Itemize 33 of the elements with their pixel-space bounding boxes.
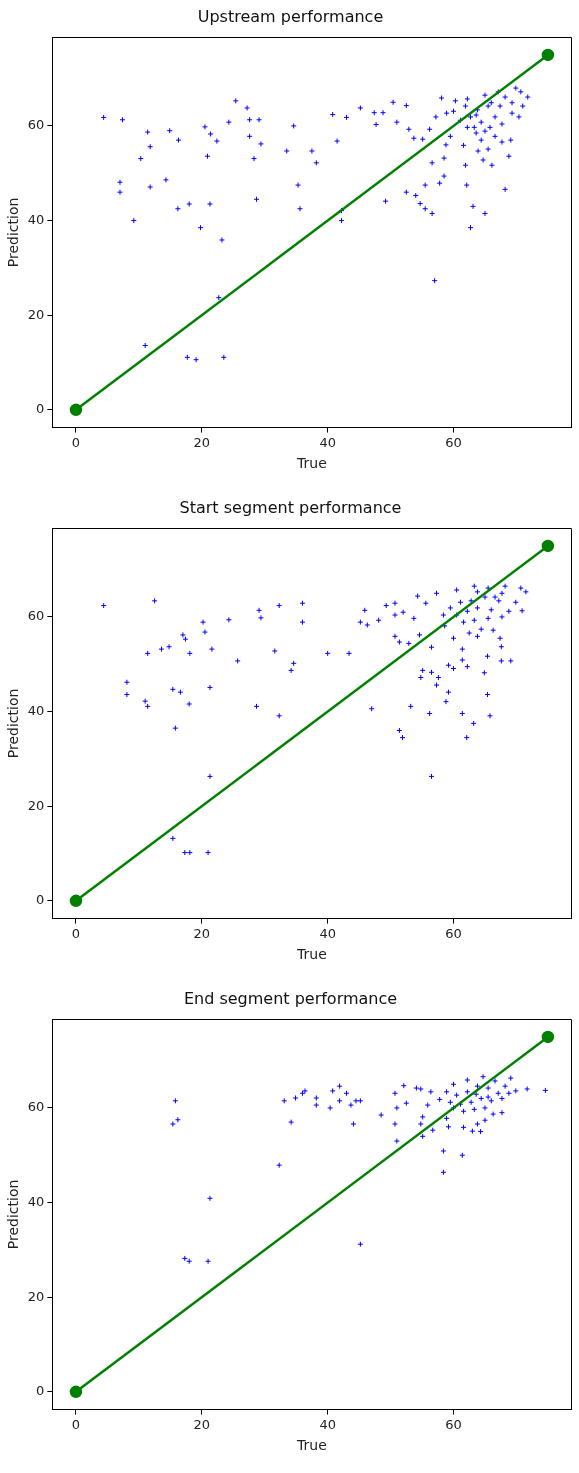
y-tick-label: 40 — [27, 702, 45, 718]
x-tick-label: 60 — [445, 434, 462, 450]
y-tick-label: 0 — [36, 401, 45, 417]
y-axis-title: Prediction — [5, 1179, 22, 1250]
y-tick-label: 60 — [27, 1099, 45, 1115]
x-axis-title: True — [296, 946, 327, 963]
x-axis-title: True — [296, 455, 327, 472]
x-tick-label: 40 — [319, 925, 336, 941]
x-tick-label: 0 — [71, 925, 81, 941]
y-tick-label: 20 — [27, 306, 45, 322]
x-tick-label: 40 — [319, 434, 336, 450]
y-axis-title: Prediction — [5, 197, 22, 268]
y-tick-label: 20 — [27, 1288, 45, 1304]
y-tick-label: 40 — [27, 1193, 45, 1209]
chart-title: Start segment performance — [179, 497, 402, 517]
x-tick-label: 0 — [71, 1416, 81, 1432]
x-tick-label: 20 — [193, 1416, 211, 1432]
x-tick-label: 60 — [445, 1416, 462, 1432]
y-axis-title: Prediction — [5, 688, 22, 759]
y-tick-label: 60 — [27, 608, 45, 624]
y-tick-label: 60 — [27, 117, 45, 133]
x-axis-title: True — [296, 1437, 327, 1454]
x-tick-label: 0 — [71, 434, 81, 450]
x-tick-label: 20 — [193, 925, 211, 941]
x-tick-label: 20 — [193, 434, 211, 450]
chart-title: End segment performance — [183, 988, 398, 1008]
x-tick-label: 40 — [319, 1416, 336, 1432]
x-tick-label: 60 — [445, 925, 462, 941]
chart-title: Upstream performance — [197, 6, 384, 26]
y-tick-label: 40 — [27, 211, 45, 227]
y-tick-label: 0 — [36, 1383, 45, 1399]
y-tick-label: 20 — [27, 797, 45, 813]
y-tick-label: 0 — [36, 892, 45, 908]
